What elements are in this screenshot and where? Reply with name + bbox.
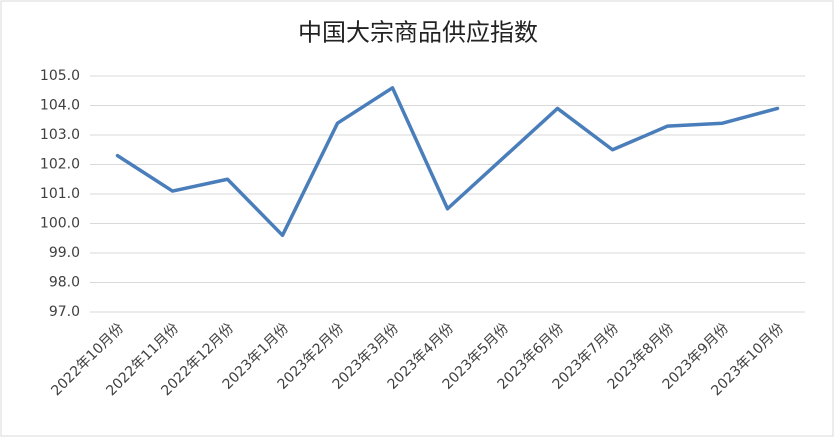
y-tick-label: 98.0	[49, 275, 80, 291]
y-tick-label: 101.0	[40, 186, 80, 202]
y-tick-label: 97.0	[49, 304, 80, 320]
y-tick-label: 103.0	[40, 127, 80, 143]
y-tick-label: 100.0	[40, 216, 80, 232]
y-tick-label: 105.0	[40, 68, 80, 84]
y-tick-label: 99.0	[49, 245, 80, 261]
chart-title: 中国大宗商品供应指数	[298, 19, 538, 47]
y-tick-label: 104.0	[40, 98, 80, 114]
y-tick-label: 102.0	[40, 157, 80, 173]
data-line	[115, 86, 780, 238]
